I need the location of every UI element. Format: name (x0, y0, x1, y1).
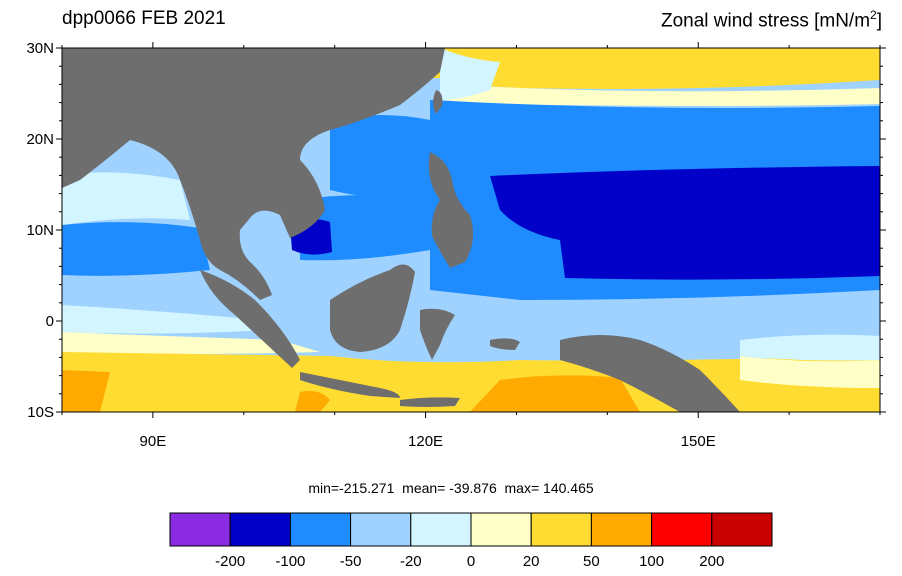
south-orange-small (295, 391, 330, 412)
asia-mainland (62, 48, 445, 300)
lat-label: 10N (26, 222, 54, 239)
stat-max: 140.465 (543, 480, 594, 496)
lat-label: 10S (27, 404, 54, 421)
lon-label: 120E (408, 433, 443, 450)
lon-label: 150E (681, 433, 716, 450)
colorbar-label: -20 (400, 553, 422, 570)
borneo (330, 264, 415, 352)
south-orange-central (470, 375, 640, 412)
field-statistics: min=-215.271 mean= -39.876 max= 140.465 (308, 480, 594, 496)
band-north-yellow-east (440, 48, 880, 89)
colorbar-label: -50 (340, 553, 362, 570)
colorbar-box (651, 512, 713, 547)
lesser-sunda (400, 397, 460, 407)
colorbar-box (530, 512, 592, 547)
lat-label: 30N (26, 40, 54, 57)
colorbar-box (229, 512, 291, 547)
wind-stress-map: 30N 20N 10N 0 10S 90E 120E 150E (26, 40, 886, 450)
colorbar-label: 100 (639, 553, 664, 570)
lat-label: 0 (46, 313, 54, 330)
colorbar-box (410, 512, 472, 547)
new-guinea (560, 335, 740, 412)
colorbar-label: 200 (699, 553, 724, 570)
taiwan (433, 90, 443, 114)
colorbar-box (711, 512, 773, 547)
pacific-south-pale (740, 334, 880, 361)
maluku (490, 338, 520, 350)
sulawesi (420, 308, 455, 360)
map-field (62, 48, 880, 412)
colorbar-box (350, 512, 412, 547)
eq-pale (62, 305, 270, 334)
philippines (428, 152, 474, 268)
eq-light (62, 275, 250, 307)
colorbar-label: 20 (523, 553, 540, 570)
colorbar-box (289, 512, 352, 547)
band-north-pale (440, 84, 880, 106)
colorbar-box (470, 512, 532, 547)
land (62, 48, 740, 412)
colorbar-label: -200 (215, 553, 245, 570)
band-trade-blue (430, 100, 880, 150)
variable-title: Zonal wind stress [mN/m2] (660, 8, 882, 32)
bay-blue (62, 222, 210, 276)
latitude-labels: 30N 20N 10N 0 10S (26, 40, 54, 421)
lat-label: 20N (26, 131, 54, 148)
bay-pale (62, 172, 190, 225)
trade-wind-core (490, 166, 880, 280)
east-china-pale (440, 48, 500, 100)
taiwan-strait-blue (330, 115, 430, 200)
colorbar-box (590, 512, 653, 547)
stat-mean: -39.876 (449, 480, 497, 496)
pacific-south-cream (740, 356, 880, 388)
lon-label: 90E (140, 433, 167, 450)
colorbar-label: 50 (583, 553, 600, 570)
colorbar-box (169, 512, 231, 547)
java (300, 372, 400, 398)
longitude-labels: 90E 120E 150E (140, 433, 716, 450)
map-title: dpp0066 FEB 2021 (62, 8, 226, 29)
sumatra (200, 270, 300, 368)
south-cream (62, 332, 320, 354)
south-orange-west (62, 370, 110, 412)
colorbar-label: -100 (275, 553, 305, 570)
axis-ticks (56, 42, 886, 418)
colorbar-label: 0 (467, 553, 475, 570)
stat-min: -215.271 (339, 480, 395, 496)
scs-blue (300, 195, 440, 261)
